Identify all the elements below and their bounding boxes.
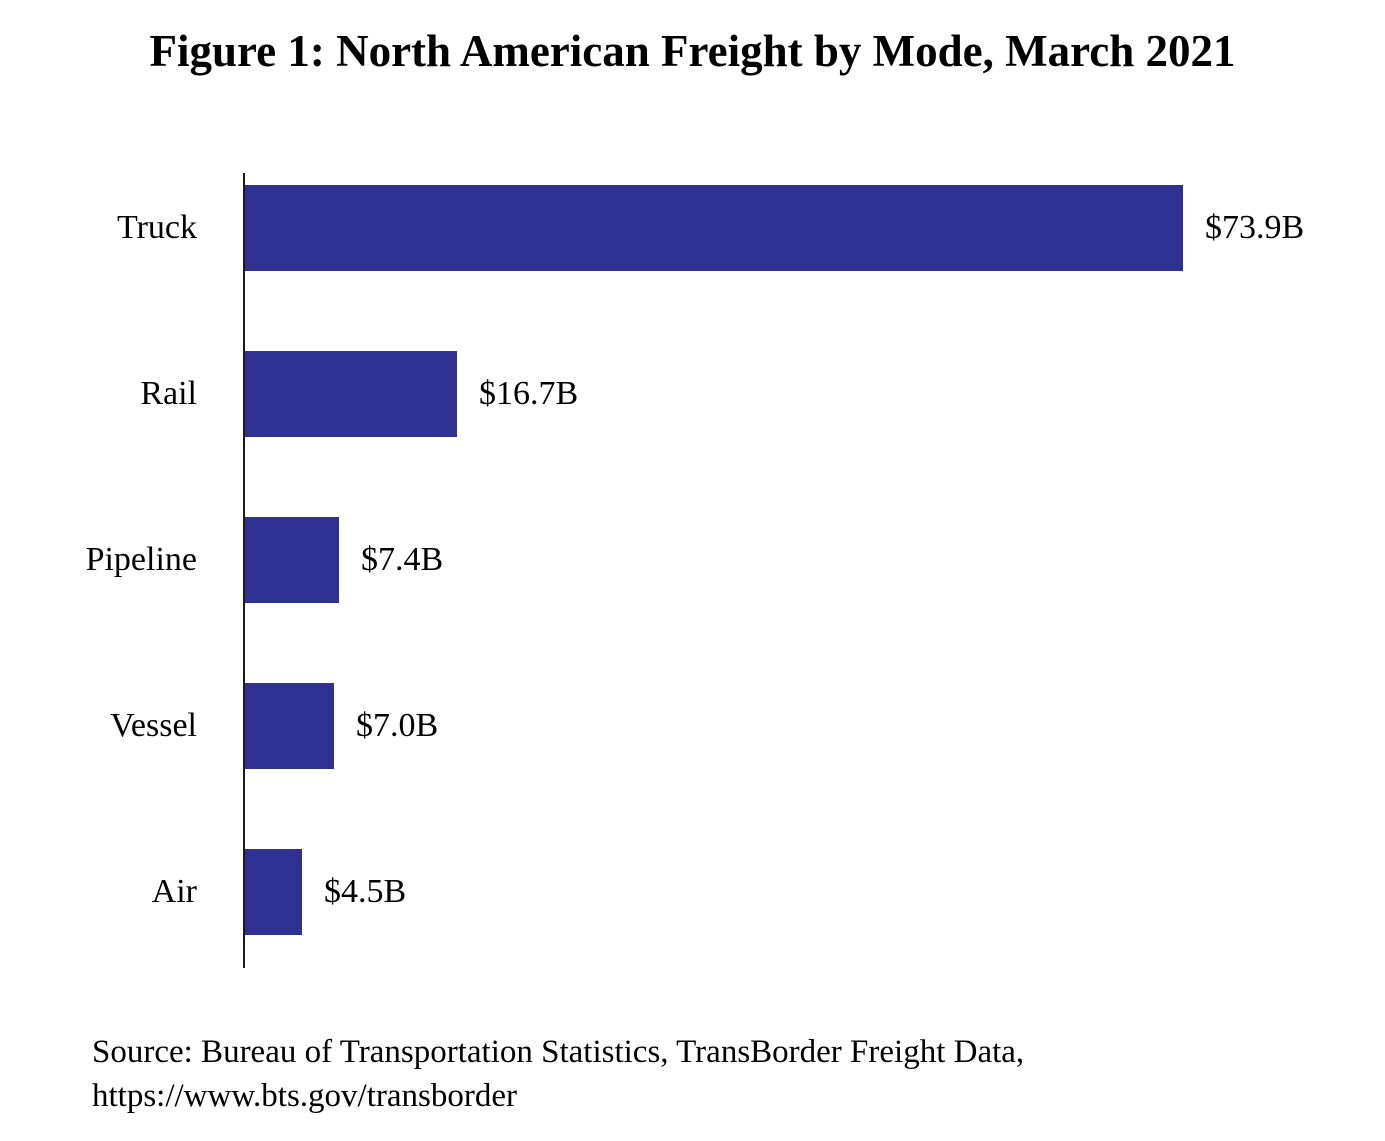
value-label: $7.0B [356, 707, 439, 744]
value-label: $7.4B [361, 541, 444, 578]
value-label: $16.7B [479, 375, 579, 412]
category-label: Truck [117, 209, 197, 246]
value-label: $73.9B [1205, 209, 1305, 246]
bar [245, 351, 457, 437]
chart-title: Figure 1: North American Freight by Mode… [149, 26, 1236, 76]
chart-row: Truck $73.9B [0, 185, 1385, 271]
bar [245, 849, 302, 935]
bar-chart: Truck $73.9B Rail $16.7B Pipeline $7.4B Vessel… [0, 173, 1385, 968]
category-label: Pipeline [85, 541, 197, 578]
bar [245, 517, 339, 603]
chart-row: Pipeline $7.4B [0, 517, 1385, 603]
bar [245, 185, 1183, 271]
y-axis-line [243, 173, 245, 968]
chart-row: Rail $16.7B [0, 351, 1385, 437]
source-note: Source: Bureau of Transportation Statist… [92, 1030, 1024, 1118]
category-label: Air [151, 873, 197, 910]
chart-row: Air $4.5B [0, 849, 1385, 935]
category-label: Vessel [110, 707, 197, 744]
category-label: Rail [140, 375, 197, 412]
chart-rows: Truck $73.9B Rail $16.7B Pipeline $7.4B Vessel… [0, 185, 1385, 935]
source-line-1: Source: Bureau of Transportation Statist… [92, 1034, 1025, 1070]
value-label: $4.5B [324, 873, 407, 910]
bar [245, 683, 334, 769]
source-line-2: https://www.bts.gov/transborder [92, 1078, 517, 1114]
chart-row: Vessel $7.0B [0, 683, 1385, 769]
